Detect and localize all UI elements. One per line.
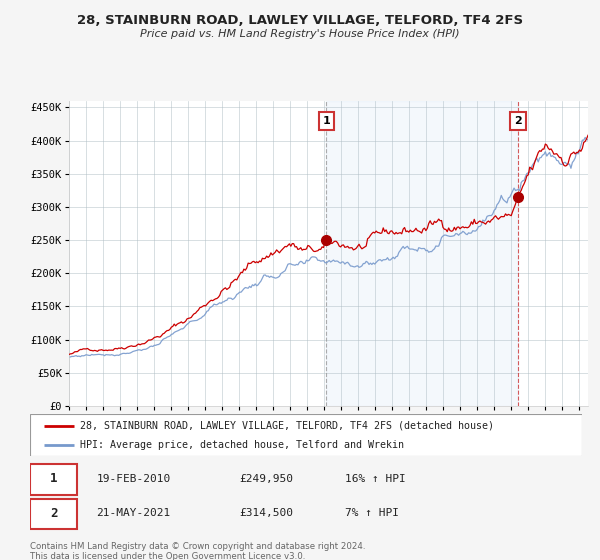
Text: 19-FEB-2010: 19-FEB-2010 xyxy=(96,474,170,484)
Text: 28, STAINBURN ROAD, LAWLEY VILLAGE, TELFORD, TF4 2FS: 28, STAINBURN ROAD, LAWLEY VILLAGE, TELF… xyxy=(77,14,523,27)
Text: HPI: Average price, detached house, Telford and Wrekin: HPI: Average price, detached house, Telf… xyxy=(80,440,404,450)
Text: 21-MAY-2021: 21-MAY-2021 xyxy=(96,508,170,519)
Text: 16% ↑ HPI: 16% ↑ HPI xyxy=(344,474,406,484)
Text: Contains HM Land Registry data © Crown copyright and database right 2024.
This d: Contains HM Land Registry data © Crown c… xyxy=(30,542,365,560)
Text: £314,500: £314,500 xyxy=(240,508,294,519)
Text: 28, STAINBURN ROAD, LAWLEY VILLAGE, TELFORD, TF4 2FS (detached house): 28, STAINBURN ROAD, LAWLEY VILLAGE, TELF… xyxy=(80,421,494,431)
Text: 7% ↑ HPI: 7% ↑ HPI xyxy=(344,508,398,519)
FancyBboxPatch shape xyxy=(30,414,582,456)
Text: 2: 2 xyxy=(50,507,58,520)
Text: 1: 1 xyxy=(50,472,58,485)
FancyBboxPatch shape xyxy=(30,499,77,529)
Text: 1: 1 xyxy=(323,116,331,125)
Bar xyxy=(326,101,518,406)
Text: 2: 2 xyxy=(514,116,522,125)
Text: Price paid vs. HM Land Registry's House Price Index (HPI): Price paid vs. HM Land Registry's House … xyxy=(140,29,460,39)
Text: £249,950: £249,950 xyxy=(240,474,294,484)
FancyBboxPatch shape xyxy=(30,464,77,494)
